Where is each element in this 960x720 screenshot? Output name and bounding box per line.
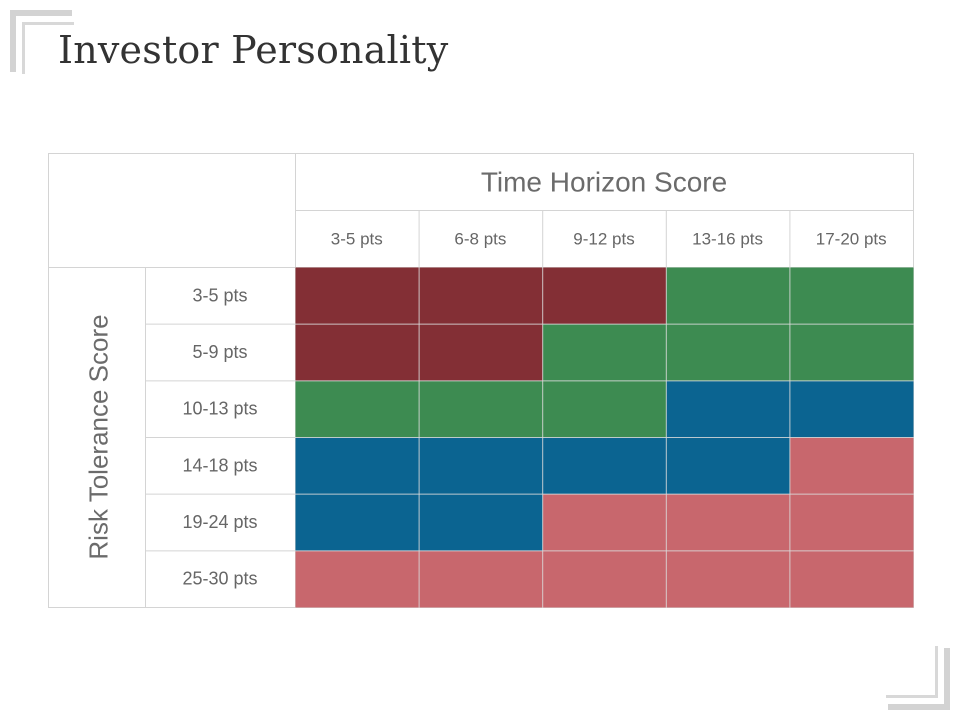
column-label: 13-16 pts xyxy=(692,230,763,249)
cell-r2-c1 xyxy=(295,324,420,381)
cell-r6-c4 xyxy=(666,550,790,608)
label-layer: Time Horizon Score 3-5 pts 6-8 pts 9-12 pts… xyxy=(84,167,887,589)
row-label: 19-24 pts xyxy=(182,512,257,532)
cell-r5-c2 xyxy=(419,494,543,551)
column-label: 9-12 pts xyxy=(573,230,634,249)
cell-r5-c5 xyxy=(789,494,914,551)
cell-r1-c2 xyxy=(419,267,543,325)
y-axis-title: Risk Tolerance Score xyxy=(84,314,114,559)
cell-r1-c5 xyxy=(789,267,914,325)
cell-r2-c2 xyxy=(419,324,543,381)
row-label: 3-5 pts xyxy=(192,285,247,305)
column-label: 6-8 pts xyxy=(454,230,506,249)
cell-r6-c1 xyxy=(295,550,420,608)
corner-frame-top-left-inner xyxy=(22,22,74,74)
cell-r1-c1 xyxy=(295,267,420,325)
cell-r4-c1 xyxy=(295,437,420,495)
cell-r6-c2 xyxy=(419,550,543,608)
cell-r4-c5 xyxy=(789,437,914,495)
column-label: 17-20 pts xyxy=(816,230,887,249)
cell-r1-c3 xyxy=(542,267,667,325)
cell-r3-c4 xyxy=(666,380,790,438)
page-title: Investor Personality xyxy=(58,28,449,72)
cell-r3-c1 xyxy=(295,380,420,438)
cell-r4-c3 xyxy=(542,437,667,495)
cell-r5-c1 xyxy=(295,494,420,551)
cell-r6-c3 xyxy=(542,550,667,608)
cell-r3-c3 xyxy=(542,380,667,438)
corner-frame-top-left xyxy=(10,10,72,72)
x-axis-title: Time Horizon Score xyxy=(481,167,727,198)
investor-personality-matrix: Time Horizon Score 3-5 pts 6-8 pts 9-12 pts… xyxy=(48,153,914,608)
cell-r4-c4 xyxy=(666,437,790,495)
row-label: 25-30 pts xyxy=(182,569,257,589)
column-label: 3-5 pts xyxy=(331,230,383,249)
corner-frame-bottom-right-inner xyxy=(886,646,938,698)
cell-r2-c4 xyxy=(666,324,790,381)
cell-r5-c3 xyxy=(542,494,667,551)
cell-r2-c3 xyxy=(542,324,667,381)
cell-r1-c4 xyxy=(666,267,790,325)
row-label: 14-18 pts xyxy=(182,455,257,475)
row-label: 10-13 pts xyxy=(182,399,257,419)
corner-frame-bottom-right xyxy=(888,648,950,710)
cell-layer xyxy=(295,267,914,608)
cell-r3-c5 xyxy=(789,380,914,438)
cell-r5-c4 xyxy=(666,494,790,551)
row-label: 5-9 pts xyxy=(192,342,247,362)
cell-r4-c2 xyxy=(419,437,543,495)
cell-r3-c2 xyxy=(419,380,543,438)
cell-r6-c5 xyxy=(789,550,914,608)
cell-r2-c5 xyxy=(789,324,914,381)
